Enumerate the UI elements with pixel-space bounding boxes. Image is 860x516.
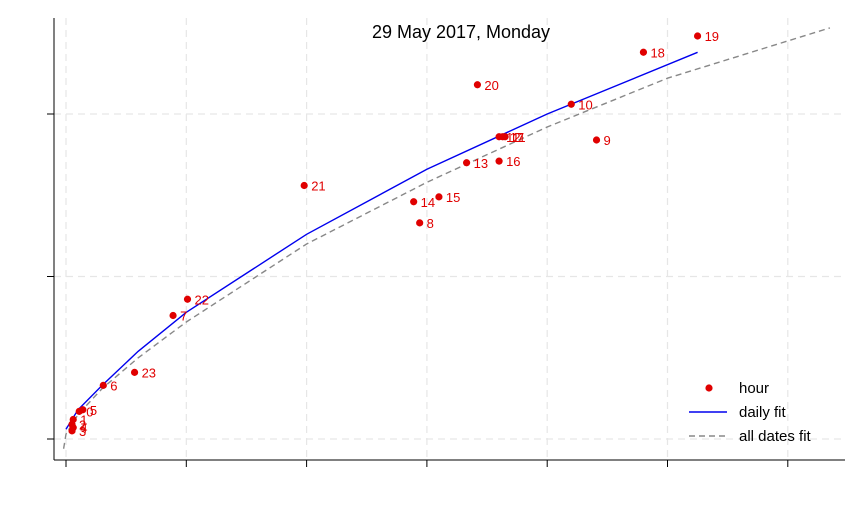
hour-point-label: 12	[506, 130, 520, 145]
hour-point-label: 15	[446, 190, 460, 205]
hour-point	[410, 198, 418, 206]
chart-title: 29 May 2017, Monday	[372, 22, 550, 42]
hour-point-label: 7	[180, 309, 187, 324]
hour-point-label: 17	[510, 130, 524, 145]
hour-point-label: 4	[80, 421, 87, 436]
hour-point-label: 8	[427, 216, 434, 231]
axes	[47, 18, 845, 467]
hour-point-label: 2	[79, 417, 86, 432]
hour-point-label: 3	[79, 424, 86, 439]
daily-fit-line	[65, 51, 698, 430]
hour-point-label: 1	[80, 413, 87, 428]
hour-point	[592, 136, 601, 144]
hour-point-label: 19	[705, 29, 719, 44]
hour-point-label: 23	[142, 365, 156, 380]
hour-point	[99, 381, 107, 389]
hour-point-label: 14	[421, 195, 435, 210]
grid	[54, 18, 845, 460]
legend-label: daily fit	[739, 404, 787, 421]
hour-point	[499, 133, 507, 141]
hour-point-label: 20	[484, 78, 498, 93]
legend-hour-marker	[705, 384, 713, 392]
legend-label: hour	[739, 380, 769, 397]
legend: hour daily fit all dates fit	[689, 380, 812, 445]
all-dates-fit-line	[62, 27, 831, 449]
hour-point-label: 11	[512, 130, 526, 145]
legend-label: all dates fit	[739, 428, 812, 445]
hour-point-label: 18	[650, 45, 664, 60]
hour-point-label: 10	[578, 97, 592, 112]
hour-point-label: 21	[311, 179, 325, 194]
hour-point	[495, 157, 503, 165]
hour-point	[435, 193, 443, 201]
hour-point	[130, 368, 139, 376]
hour-point-label: 5	[90, 403, 97, 418]
hour-point	[183, 295, 192, 303]
hour-point	[69, 424, 77, 432]
hour-point-label: 0	[86, 404, 93, 419]
hour-point-label: 9	[604, 133, 611, 148]
hour-point	[473, 81, 482, 89]
hour-point	[639, 48, 648, 56]
hour-point	[416, 219, 424, 227]
hour-point-label: 16	[506, 154, 520, 169]
hour-point	[462, 159, 471, 167]
hour-point-label: 22	[195, 292, 209, 307]
hour-point-label: 6	[110, 378, 117, 393]
hour-point	[169, 311, 177, 320]
hour-point-label: 13	[474, 156, 488, 171]
hour-point	[693, 32, 702, 40]
hour-point	[567, 100, 575, 108]
fit-lines	[62, 27, 831, 449]
hour-point	[300, 181, 308, 190]
hour-point	[79, 406, 87, 414]
